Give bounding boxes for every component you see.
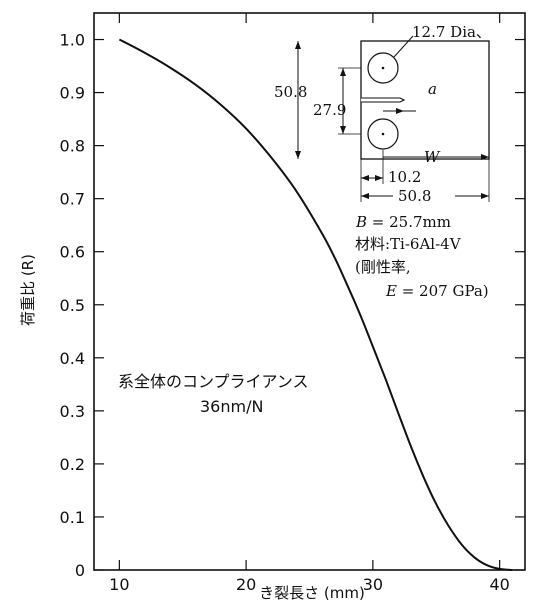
hole-leader bbox=[393, 35, 414, 58]
x-tick-label: 20 bbox=[236, 575, 256, 594]
y-tick-label: 0.5 bbox=[60, 296, 85, 315]
x-tick-label: 30 bbox=[363, 575, 383, 594]
lower-pin-center bbox=[381, 132, 385, 136]
modulus-name-label: (剛性率, bbox=[355, 258, 411, 276]
half-height-label: 27.9 bbox=[313, 101, 346, 119]
thickness-label: B = 25.7mm bbox=[355, 213, 451, 231]
width-arrow-right bbox=[481, 193, 489, 199]
y-tick-label: 0.8 bbox=[60, 137, 85, 156]
y-tick-label: 0.2 bbox=[60, 455, 85, 474]
w-label: W bbox=[424, 148, 441, 166]
pin-offset-label: 10.2 bbox=[388, 168, 421, 186]
half-height-arrow-top bbox=[340, 68, 346, 76]
y-tick-label: 0 bbox=[75, 561, 85, 580]
modulus-value: = 207 GPa) bbox=[397, 282, 489, 300]
y-tick-label: 0.9 bbox=[60, 84, 85, 103]
crack-length-label: a bbox=[428, 80, 437, 98]
ticks: 10 20 30 40 0 0.1 0.2 0.3 0.4 0.5 0.6 0.7 0.8 0.9 1.0 bbox=[60, 13, 525, 594]
upper-pin-hole bbox=[367, 52, 399, 84]
crack-notch bbox=[361, 97, 406, 103]
upper-pin-center bbox=[381, 66, 385, 70]
load-ratio-curve bbox=[118, 38, 513, 571]
width-label: 50.8 bbox=[398, 187, 431, 205]
specimen-inset: 12.7 Dia、 50.8 27.9 a W 10.2 50.8 B = 25… bbox=[274, 23, 491, 300]
height-dim-arrow-top bbox=[295, 41, 301, 49]
y-tick-label: 0.4 bbox=[60, 349, 85, 368]
plot-frame bbox=[93, 12, 526, 571]
y-tick-label: 0.3 bbox=[60, 402, 85, 421]
compliance-annotation-line2: 36nm/N bbox=[200, 397, 263, 416]
width-arrow-left bbox=[361, 193, 369, 199]
thickness-value: = 25.7mm bbox=[367, 213, 451, 231]
half-height-arrow-bottom bbox=[340, 126, 346, 134]
x-tick-label: 40 bbox=[489, 575, 509, 594]
material-label: 材料:Ti-6Al-4V bbox=[355, 235, 462, 253]
thickness-symbol: B bbox=[355, 213, 367, 231]
compliance-annotation-line1: 系全体のコンプライアンス bbox=[118, 372, 309, 391]
x-tick-label: 10 bbox=[109, 575, 129, 594]
y-tick-label: 0.1 bbox=[60, 508, 85, 527]
modulus-label: E = 207 GPa) bbox=[385, 282, 489, 300]
curve-layer bbox=[118, 38, 513, 571]
x-axis-label: き裂長さ (mm) bbox=[259, 584, 365, 602]
height-dim-arrow-bottom bbox=[295, 151, 301, 159]
crack-dim-arrow bbox=[396, 108, 404, 114]
y-tick-label: 0.6 bbox=[60, 243, 85, 262]
y-axis-label: 荷重比 (R) bbox=[19, 254, 37, 326]
pin-offset-arrow-right bbox=[375, 175, 383, 181]
lower-pin-hole bbox=[367, 118, 399, 150]
hole-dia-label: 12.7 Dia、 bbox=[412, 23, 491, 41]
modulus-symbol: E bbox=[385, 282, 397, 300]
w-dim-arrow bbox=[481, 154, 489, 160]
y-tick-label: 1.0 bbox=[60, 31, 85, 50]
pin-offset-arrow-left bbox=[361, 175, 369, 181]
y-tick-label: 0.7 bbox=[60, 190, 85, 209]
height-label: 50.8 bbox=[274, 83, 307, 101]
